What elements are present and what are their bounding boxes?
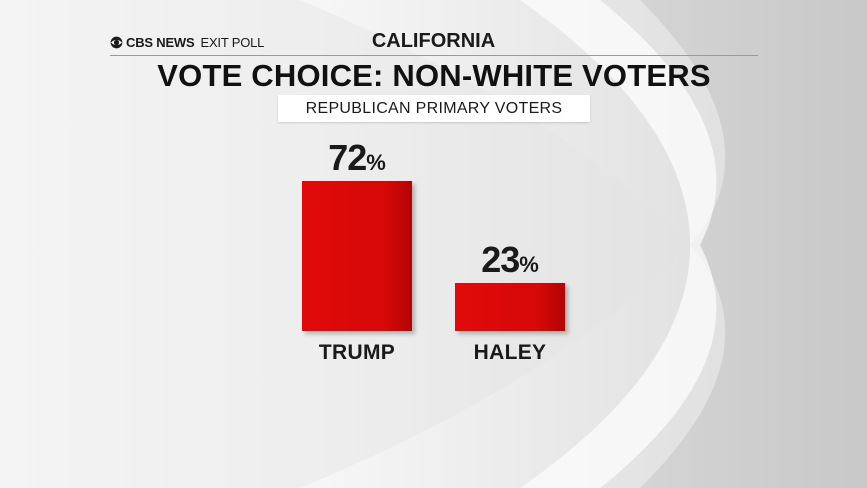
chart-subtitle: REPUBLICAN PRIMARY VOTERS [278,95,590,122]
chart-subtitle-text: REPUBLICAN PRIMARY VOTERS [305,99,563,117]
brand-product: EXIT POLL [200,34,265,50]
category-label-haley: HALEY [473,341,547,364]
value-label-trump: 72% [287,137,427,179]
value-number: 72 [328,137,367,178]
category-label-trump: TRUMP [318,341,396,364]
header-divider [110,55,758,56]
state-title: CALIFORNIA [371,30,496,52]
value-percent-sign: % [366,150,386,175]
cbs-news-exit-poll-logo: CBS NEWS EXIT POLL [110,34,264,50]
brand-name: CBS NEWS [126,34,195,50]
value-number: 23 [481,239,520,281]
value-percent-sign: % [519,252,539,278]
value-label-haley: 23% [440,239,580,281]
bar-haley [455,283,565,331]
chart-title: VOTE CHOICE: NON-WHITE VOTERS [157,58,711,93]
cbs-eye-icon [110,36,123,48]
bar-trump [302,181,412,331]
